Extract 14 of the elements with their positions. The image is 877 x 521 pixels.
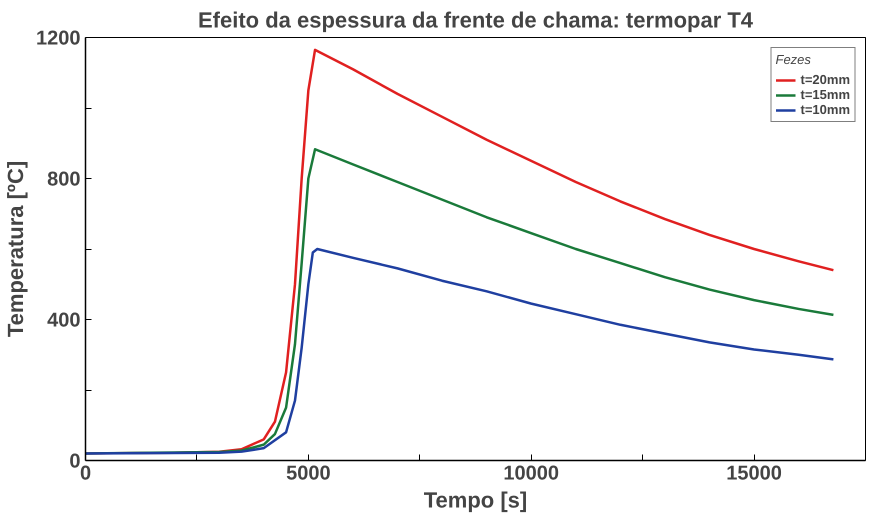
legend-label: t=10mm [800,102,850,117]
y-tick-label: 800 [47,168,81,190]
legend-title: Fezes [776,52,812,67]
x-tick-label: 15000 [726,462,782,484]
x-axis-title: Tempo [s] [424,488,528,512]
line-series [86,248,835,455]
legend-label: t=20mm [800,72,850,87]
y-tick-label: 400 [47,310,81,332]
y-tick-label: 1200 [36,28,81,50]
y-axis-title: Temperatura [ºC] [3,160,28,338]
legend-label: t=15mm [800,87,850,102]
x-tick-label: 5000 [286,462,331,484]
x-tick-label: 10000 [503,462,560,484]
chart-title: Efeito da espessura da frente de chama: termopar T4 [198,8,754,32]
